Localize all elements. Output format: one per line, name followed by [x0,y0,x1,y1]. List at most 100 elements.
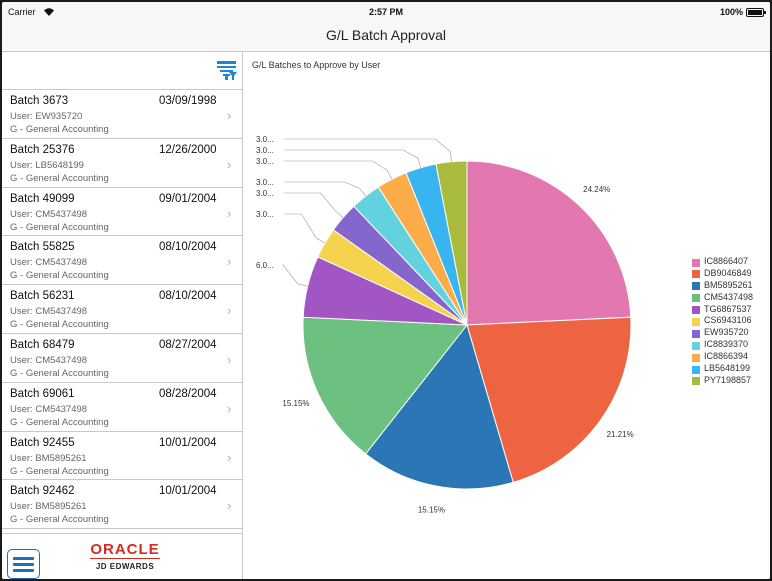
legend-item: IC8866407 [692,256,753,268]
legend-label: BM5895261 [704,279,753,290]
batch-date: 10/01/2004 [159,436,217,449]
legend-label: CS6943106 [704,315,752,326]
chevron-right-icon: › [227,254,232,270]
chevron-right-icon: › [227,303,232,319]
batch-list: Batch 3673 03/09/1998 User: EW935720 G - Ge… [2,90,243,530]
batch-date: 12/26/2000 [159,143,217,156]
filter-bar [2,52,243,90]
batch-row[interactable]: Batch 49099 09/01/2004 User: CM5437498 G - … [2,188,243,237]
batch-user: User: CM5437498 [10,354,88,366]
batch-name: Batch 92462 [10,485,75,498]
pie-slice[interactable] [435,160,468,326]
leader-line [282,264,308,287]
batch-type: G - General Accounting [10,172,109,184]
legend-swatch [692,282,700,291]
batch-row[interactable]: Batch 55825 08/10/2004 User: CM5437498 G - … [2,236,243,286]
leader-line [284,160,393,180]
legend-swatch [692,306,700,315]
batch-name: Batch 49099 [10,192,75,205]
legend-item: IC8839370 [692,339,753,351]
batch-date: 03/09/1998 [159,95,217,107]
slice-label: 3.0... [256,189,274,198]
legend-swatch [692,353,700,362]
leader-line [284,213,326,244]
page-title: G/L Batch Approval [325,27,447,43]
chevron-right-icon: › [227,108,232,123]
bottom-bar: ORACLE JD EDWARDS [2,533,243,579]
batch-row[interactable]: Batch 25376 12/26/2000 User: LB5648199 G - … [2,139,243,188]
batch-type: G - General Accounting [10,221,109,233]
batch-row[interactable]: Batch 92462 10/01/2004 User: BM5895261 G - … [2,480,243,530]
navigation-bar: G/L Batch Approval [2,22,770,52]
batch-user: User: CM5437498 [10,208,88,220]
legend-swatch [692,270,700,279]
legend-label: IC8866407 [704,256,749,266]
batch-date: 08/28/2004 [159,387,217,400]
batch-date: 10/01/2004 [159,485,217,498]
batch-user: User: CM5437498 [10,306,88,318]
batch-row[interactable]: Batch 56231 08/10/2004 User: CM5437498 G - … [2,285,243,334]
batch-row[interactable]: Batch 68479 08/27/2004 User: CM5437498 G - … [2,334,243,383]
batch-type: G - General Accounting [10,270,109,282]
legend-label: IC8839370 [704,339,749,350]
pie-slice[interactable] [466,316,632,483]
legend-item: CM5437498 [692,292,753,304]
chevron-right-icon: › [227,400,232,416]
slice-label: 15.15% [418,506,445,515]
legend-item: PY7198857 [692,375,753,387]
batch-row[interactable]: Batch 3673 03/09/1998 User: EW935720 G - Ge… [2,90,243,139]
legend-item: DB9046849 [692,268,753,280]
legend-swatch [692,365,700,374]
batch-name: Batch 92455 [10,436,75,449]
batch-date: 08/10/2004 [159,241,217,254]
menu-button[interactable] [7,549,40,579]
legend-label: PY7198857 [704,374,752,385]
legend-swatch [692,294,700,303]
chart-title: G/L Batches to Approve by User [252,60,381,70]
legend-label: LB5648199 [704,363,751,374]
pie-slice[interactable] [302,316,468,455]
legend-swatch [692,317,700,326]
status-time: 2:57 PM [368,7,403,17]
batch-name: Batch 55825 [10,241,75,254]
legend-label: DB9046849 [704,267,752,278]
batch-name: Batch 56231 [10,290,75,303]
slice-label: 15.15% [282,399,309,408]
batch-name: Batch 25376 [10,143,75,156]
batch-user: User: LB5648199 [10,159,84,171]
slice-label: 24.24% [583,185,610,194]
filter-icon[interactable] [216,59,238,81]
legend-item: IC8866394 [692,351,753,363]
leader-line [284,149,422,168]
batch-type: G - General Accounting [10,367,109,379]
pie-slice[interactable] [466,160,632,326]
batch-name: Batch 3673 [10,95,69,107]
slice-label: 3.0... [256,146,274,155]
batch-type: G - General Accounting [10,514,109,526]
battery-percent: 100% [719,7,743,17]
batch-row[interactable]: Batch 69061 08/28/2004 User: CM5437498 G - … [2,383,243,432]
legend-label: TG6867537 [704,303,752,314]
batch-user: User: CM5437498 [10,403,88,415]
chart-area: G/L Batches to Approve by User 24.24% 21.… [244,52,770,579]
batch-date: 08/10/2004 [159,290,217,303]
slice-label: 6.0... [256,261,274,270]
legend-item: CS6943106 [692,315,753,327]
batch-row[interactable]: Batch 92455 10/01/2004 User: BM5895261 G - … [2,432,243,481]
legend-label: IC8866394 [704,351,749,362]
legend-swatch [692,258,700,267]
hamburger-menu-icon [13,563,34,566]
chevron-right-icon: › [227,351,232,367]
pie-slice[interactable] [364,323,514,490]
batch-user: User: EW935720 [10,111,83,122]
legend-label: CM5437498 [704,291,754,302]
chevron-right-icon: › [227,205,232,221]
chevron-right-icon: › [227,498,232,514]
slice-label: 21.21% [607,430,634,439]
slice-label: 3.0... [256,178,274,187]
slice-label: 3.0... [256,210,274,219]
batch-date: 09/01/2004 [159,192,217,205]
legend-label: EW935720 [704,327,749,338]
batch-user: User: BM5895261 [10,452,87,464]
